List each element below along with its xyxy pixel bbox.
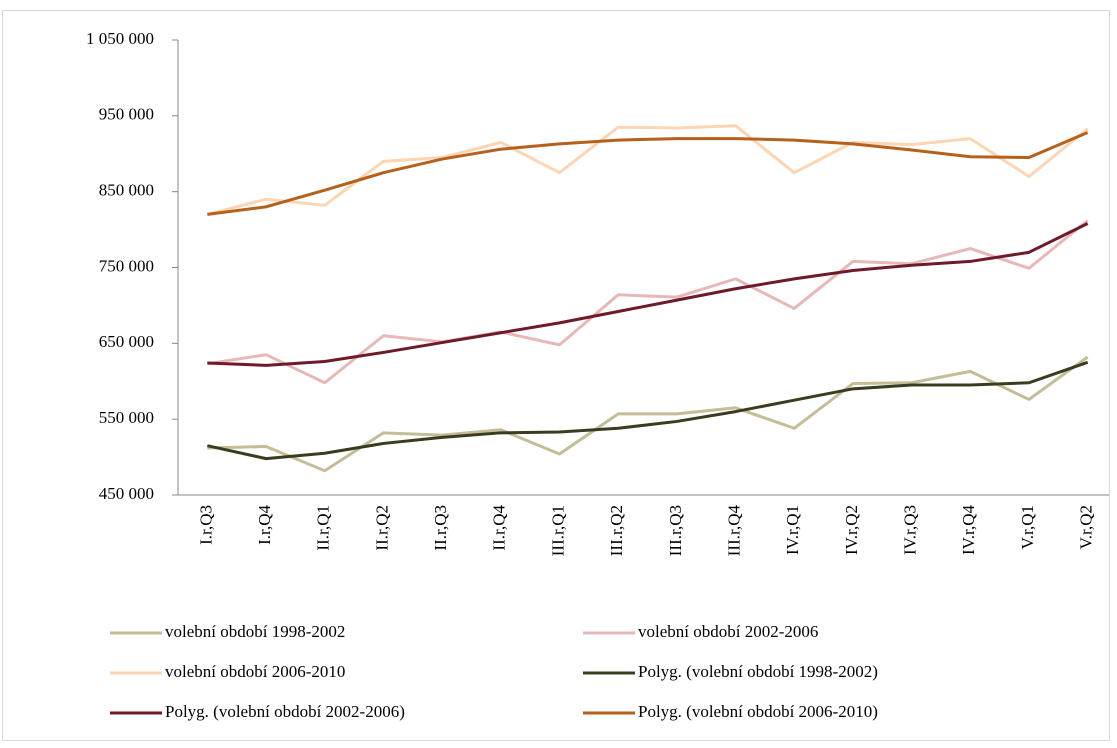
x-tick-label: III.r,Q4	[724, 505, 743, 557]
x-tick-label: IV.r,Q4	[959, 505, 978, 556]
series-line	[206, 124, 1089, 216]
chart-frame	[2, 10, 1110, 741]
y-tick-label: 850 000	[99, 181, 154, 200]
y-tick-label: 650 000	[99, 332, 154, 351]
series-line	[207, 219, 1089, 385]
x-tick-label: I.r,Q4	[255, 505, 274, 545]
x-tick-label: V.r,Q2	[1077, 505, 1096, 549]
x-tick-label: II.r,Q3	[431, 505, 450, 551]
x-tick-label: II.r,Q2	[372, 505, 391, 551]
x-tick-label: III.r,Q1	[548, 505, 567, 556]
legend-label: Polyg. (volební období 2002-2006)	[165, 702, 405, 721]
x-tick-label: III.r,Q2	[607, 505, 626, 556]
x-tick-label: V.r,Q1	[1018, 505, 1037, 549]
x-tick-label: IV.r,Q3	[901, 505, 920, 555]
legend-label: volební období 2002-2006	[638, 622, 818, 641]
legend-label: volební období 1998-2002	[165, 622, 345, 641]
y-tick-label: 550 000	[99, 408, 154, 427]
x-tick-label: II.r,Q4	[490, 505, 509, 551]
legend-label: Polyg. (volební období 2006-2010)	[638, 702, 878, 721]
x-tick-label: I.r,Q3	[196, 505, 215, 545]
x-tick-label: IV.r,Q2	[842, 505, 861, 555]
legend-label: volební období 2006-2010	[165, 662, 345, 681]
y-tick-label: 750 000	[99, 256, 154, 275]
y-tick-label: 1 050 000	[86, 29, 154, 48]
series-line	[207, 131, 1089, 216]
x-tick-label: III.r,Q3	[666, 505, 685, 556]
series-line	[207, 355, 1089, 473]
series-line	[207, 222, 1089, 367]
series-line	[207, 360, 1089, 461]
y-tick-label: 950 000	[99, 105, 154, 124]
x-tick-label: IV.r,Q1	[783, 505, 802, 555]
legend-label: Polyg. (volební období 1998-2002)	[638, 662, 878, 681]
x-tick-label: II.r,Q1	[314, 505, 333, 551]
y-tick-label: 450 000	[99, 484, 154, 503]
